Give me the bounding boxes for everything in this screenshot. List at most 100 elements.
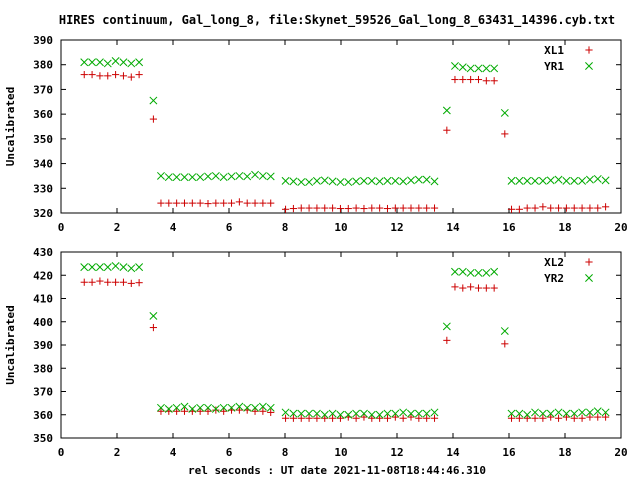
data-point-b	[523, 176, 532, 185]
data-point	[586, 413, 594, 421]
data-point	[157, 171, 165, 180]
data-point	[112, 71, 120, 79]
x-tick-label: 6	[226, 221, 233, 234]
data-point	[196, 403, 205, 412]
data-point	[258, 171, 267, 180]
x-tick-label: 2	[114, 446, 121, 459]
data-point	[451, 267, 459, 276]
data-point	[414, 409, 423, 418]
series-yr1	[80, 57, 610, 187]
data-point-b	[458, 267, 467, 276]
data-point	[164, 404, 173, 413]
data-point-b	[219, 173, 228, 182]
data-point	[515, 409, 524, 418]
y-tick-label: 400	[33, 316, 53, 329]
data-point	[554, 408, 563, 417]
data-point-b	[515, 176, 524, 185]
data-point	[172, 173, 181, 182]
data-point-b	[336, 178, 345, 187]
x-tick-label: 16	[502, 446, 516, 459]
data-point	[443, 126, 451, 134]
data-point-b	[88, 58, 97, 67]
data-point-b	[414, 175, 423, 184]
data-point-b	[538, 176, 547, 185]
data-point	[281, 176, 290, 185]
series-yr2	[80, 261, 610, 419]
data-point	[95, 263, 104, 272]
data-point	[305, 178, 314, 187]
data-point	[383, 204, 392, 213]
x-tick-label: 18	[558, 446, 571, 459]
data-point	[219, 403, 228, 412]
data-point-b	[312, 409, 321, 418]
data-point-b	[451, 61, 459, 70]
data-point-b	[320, 176, 329, 185]
data-point	[119, 278, 128, 286]
data-point	[391, 204, 399, 212]
data-point	[399, 408, 408, 417]
data-point	[459, 75, 467, 84]
data-point-b	[243, 172, 252, 181]
data-point	[173, 407, 181, 415]
data-point-b	[289, 409, 298, 418]
data-point-b	[546, 409, 555, 418]
data-point	[415, 204, 423, 212]
y-tick-label: 390	[33, 34, 53, 47]
data-point-b	[211, 171, 220, 180]
data-point-b	[211, 404, 220, 413]
data-point	[601, 176, 610, 185]
data-point	[119, 58, 128, 67]
data-point-b	[258, 402, 267, 411]
data-point	[313, 204, 321, 212]
data-point	[515, 414, 523, 422]
data-point	[531, 176, 539, 185]
data-point	[507, 205, 516, 213]
data-point	[554, 204, 563, 212]
data-point-b	[111, 57, 120, 65]
data-point-b	[360, 176, 368, 185]
data-point	[593, 407, 602, 416]
data-point	[383, 409, 392, 418]
data-point	[111, 261, 120, 270]
data-point-b	[149, 96, 158, 105]
data-point	[243, 172, 252, 181]
data-point	[235, 402, 244, 411]
data-point-b	[227, 403, 236, 412]
data-point-b	[500, 327, 509, 336]
data-point	[415, 414, 423, 422]
data-point-b	[119, 263, 128, 272]
data-point-b	[188, 173, 197, 182]
data-point	[391, 176, 400, 185]
x-tick-label: 20	[614, 446, 627, 459]
data-point	[80, 58, 89, 67]
data-point	[570, 176, 579, 185]
data-point-b	[103, 59, 112, 68]
data-point	[562, 176, 571, 185]
data-point-b	[80, 58, 89, 67]
data-point	[88, 263, 97, 272]
data-point	[204, 172, 212, 181]
data-point-b	[180, 402, 189, 411]
data-point	[399, 204, 407, 212]
data-point	[119, 72, 128, 80]
data-point	[289, 414, 297, 422]
data-point	[305, 204, 313, 212]
data-point-b	[235, 171, 244, 180]
data-point-b	[474, 268, 483, 277]
y-tick-label: 410	[33, 293, 53, 306]
data-point-b	[297, 409, 306, 418]
y-tick-label: 350	[33, 432, 53, 445]
data-point	[305, 409, 314, 418]
data-point-b	[367, 176, 376, 185]
data-point	[430, 408, 439, 417]
data-point	[227, 199, 236, 207]
data-point	[547, 204, 555, 212]
data-point-b	[399, 177, 408, 186]
data-point	[211, 404, 220, 413]
data-point	[602, 413, 610, 421]
data-point-b	[562, 409, 571, 418]
x-tick-label: 4	[170, 446, 177, 459]
data-point-b	[383, 176, 392, 185]
data-point	[474, 75, 483, 84]
data-point	[375, 410, 384, 419]
